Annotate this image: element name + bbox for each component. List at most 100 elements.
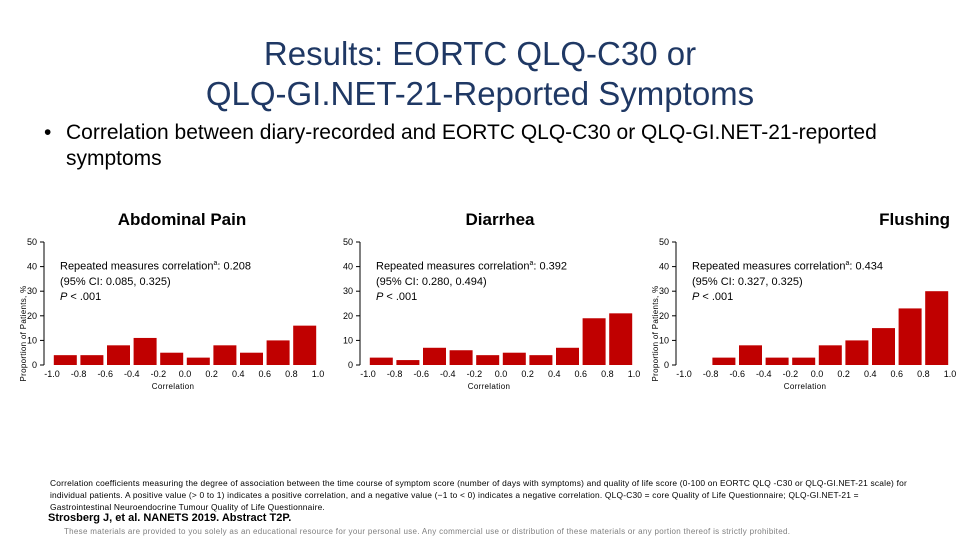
bar xyxy=(80,355,104,365)
bullet-point: • Correlation between diary-recorded and… xyxy=(44,120,924,172)
annotation-superscript: a xyxy=(845,260,850,267)
bar xyxy=(582,318,606,365)
annotation-label: Repeated measures correlation xyxy=(376,260,530,273)
chart-title: Abdominal Pain xyxy=(117,210,247,229)
y-tick-label: 40 xyxy=(659,262,669,272)
bar xyxy=(449,350,473,365)
annotation-p-value: < .001 xyxy=(383,290,418,303)
x-tick-label: -1.0 xyxy=(676,369,692,379)
x-tick-label: 0.0 xyxy=(495,369,508,379)
bar xyxy=(872,328,895,365)
x-tick-label: 0.4 xyxy=(548,369,561,379)
chart-svg: 0 10 20 30 40 50 Proportion of Patients, % -1.0… xyxy=(651,237,957,391)
bar xyxy=(818,345,842,365)
y-tick-label: 10 xyxy=(659,335,669,345)
citation: Strosberg J, et al. NANETS 2019. Abstrac… xyxy=(48,512,292,524)
bar xyxy=(293,325,317,365)
bar xyxy=(502,352,526,365)
x-tick-label: -1.0 xyxy=(44,369,60,379)
y-axis-label: Proportion of Patients, % xyxy=(19,286,28,382)
y-tick-label: 0 xyxy=(664,360,669,370)
x-tick-label: -0.6 xyxy=(729,369,745,379)
slide-title: Results: EORTC QLQ-C30 or QLQ-GI.NET-21-… xyxy=(0,34,960,114)
annotation-p-symbol: P xyxy=(60,290,68,303)
slide-title-line2: QLQ-GI.NET-21-Reported Symptoms xyxy=(205,75,755,112)
bar xyxy=(240,352,263,365)
x-tick-label: 0.6 xyxy=(891,369,904,379)
y-tick-label: 10 xyxy=(343,335,353,345)
bar xyxy=(369,357,393,365)
y-tick-label: 50 xyxy=(659,237,669,247)
annotation-label: Repeated measures correlation xyxy=(692,260,846,273)
chart-diarrhea: Diarrhea 0 10 20 30 40 50 -1.0 -0.8 -0.6 -0.4 -0.2… xyxy=(316,210,640,400)
chart-svg: 0 10 20 30 40 50 -1.0 -0.8 -0.6 -0.4 -0.2 0.0 0.2 0.4… xyxy=(343,237,641,391)
bar xyxy=(845,340,869,365)
annotation-superscript: a xyxy=(529,260,534,267)
y-tick-label: 0 xyxy=(32,360,37,370)
bar xyxy=(213,345,237,365)
bar xyxy=(476,355,500,365)
bullet-symbol: • xyxy=(44,121,52,144)
y-tick-label: 20 xyxy=(343,311,353,321)
bar xyxy=(739,345,762,365)
x-tick-label: -0.2 xyxy=(151,369,167,379)
x-tick-label: 1.0 xyxy=(628,369,641,379)
slide-title-line1: Results: EORTC QLQ-C30 or xyxy=(263,35,697,72)
y-tick-label: 10 xyxy=(27,335,37,345)
disclaimer: These materials are provided to you sole… xyxy=(64,527,791,536)
x-axis-label: Correlation xyxy=(784,382,826,391)
bar xyxy=(133,337,157,365)
y-tick-label: 40 xyxy=(27,262,37,272)
annotation-p-symbol: P xyxy=(692,290,700,303)
y-tick-label: 50 xyxy=(27,237,37,247)
annotation-ci: (95% CI: 0.327, 0.325) xyxy=(692,275,803,288)
bar xyxy=(186,357,210,365)
bar xyxy=(53,355,77,365)
x-tick-label: 0.2 xyxy=(837,369,850,379)
y-tick-label: 30 xyxy=(27,286,37,296)
x-tick-label: -0.4 xyxy=(756,369,772,379)
x-tick-label: 1.0 xyxy=(944,369,957,379)
x-tick-label: 0.8 xyxy=(285,369,298,379)
x-tick-label: 0.6 xyxy=(575,369,588,379)
annotation-label: Repeated measures correlation xyxy=(60,260,214,273)
annotation-ci: (95% CI: 0.280, 0.494) xyxy=(376,275,487,288)
annotation-p-value: < .001 xyxy=(699,290,734,303)
chart-title: Diarrhea xyxy=(465,210,535,229)
annotation-value: : 0.434 xyxy=(849,260,884,273)
x-tick-label: 0.4 xyxy=(864,369,877,379)
y-tick-label: 30 xyxy=(343,286,353,296)
bar xyxy=(765,357,789,365)
y-tick-label: 50 xyxy=(343,237,353,247)
bar xyxy=(107,345,130,365)
bar xyxy=(898,308,922,365)
annotation-p-value: < .001 xyxy=(67,290,102,303)
annotation-p-symbol: P xyxy=(376,290,384,303)
x-tick-label: 0.0 xyxy=(179,369,192,379)
y-axis-label: Proportion of Patients, % xyxy=(651,286,660,382)
x-tick-label: 0.2 xyxy=(521,369,534,379)
x-tick-label: -0.4 xyxy=(440,369,456,379)
bar xyxy=(160,352,184,365)
y-tick-label: 30 xyxy=(659,286,669,296)
chart-flushing: Flushing 0 10 20 30 40 50 Proportion of Patien… xyxy=(632,210,956,400)
bar xyxy=(609,313,633,365)
bar xyxy=(529,355,553,365)
x-tick-label: -0.6 xyxy=(97,369,113,379)
x-tick-label: -0.8 xyxy=(387,369,403,379)
footnote: Correlation coefficients measuring the d… xyxy=(50,478,907,512)
x-tick-label: 1.0 xyxy=(312,369,325,379)
x-tick-label: -0.8 xyxy=(71,369,87,379)
chart-annotation: Repeated measures correlationa: 0.208 (9… xyxy=(60,256,251,305)
bar xyxy=(925,291,949,365)
x-tick-label: 0.0 xyxy=(811,369,824,379)
x-tick-label: -0.8 xyxy=(703,369,719,379)
x-tick-label: -0.2 xyxy=(783,369,799,379)
y-tick-label: 0 xyxy=(348,360,353,370)
bar xyxy=(792,357,816,365)
x-tick-label: 0.8 xyxy=(601,369,614,379)
bar xyxy=(556,347,579,365)
bar xyxy=(712,357,736,365)
x-tick-label: -1.0 xyxy=(360,369,376,379)
bar xyxy=(266,340,290,365)
